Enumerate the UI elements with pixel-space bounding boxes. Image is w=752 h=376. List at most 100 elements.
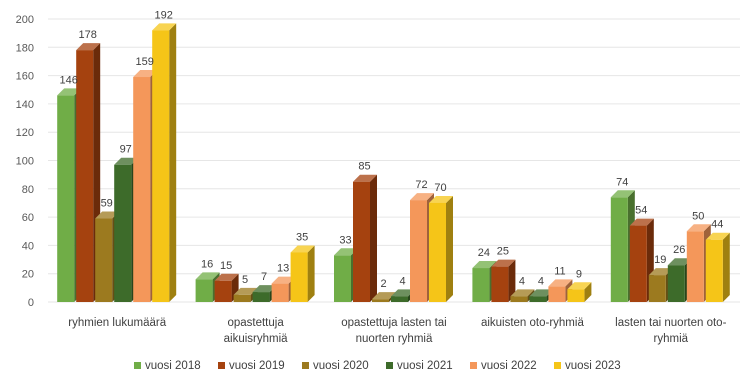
bar-top [648,268,673,276]
x-category-label: opastettuja lasten tai [341,317,447,329]
legend-label: vuosi 2019 [229,360,285,372]
data-label: 54 [635,205,647,217]
bar-front [290,252,308,302]
bar-top [629,218,654,226]
data-label: 178 [79,29,97,41]
bar [152,23,177,302]
data-label: 85 [358,161,370,173]
bar-front [629,225,647,302]
bar-front [95,218,113,302]
bar-front [510,296,528,302]
bar-front [372,299,389,302]
data-label: 7 [261,271,267,283]
y-tick-label: 160 [16,71,34,83]
data-label: 192 [155,9,173,21]
bar-top [114,157,139,165]
bar [214,273,239,302]
data-label: 19 [654,254,666,266]
x-axis-categories: ryhmien lukumäärä opastettuja aikuisryhmiä… [68,317,726,345]
data-label: 2 [380,278,386,290]
bar-top [372,292,396,300]
y-tick-label: 100 [16,156,34,168]
bar-front [567,289,585,302]
x-category-label: lasten tai nuorten oto- [615,317,726,329]
bar-front [529,296,547,302]
bar-front [648,275,666,302]
bar [705,232,730,302]
bar-top [686,224,711,232]
bar [491,259,516,302]
data-label: 9 [576,268,582,280]
bar [290,245,315,302]
bar-front [233,294,251,302]
bar-front [667,265,685,302]
legend-item: vuosi 2018 [134,360,201,372]
bar-front [429,202,446,302]
data-label: 159 [136,56,154,68]
legend-item: vuosi 2020 [302,360,369,372]
bar-top [548,279,573,287]
y-tick-label: 0 [28,297,34,309]
data-label: 97 [120,144,132,156]
data-label: 4 [538,275,544,287]
bar-front [195,279,213,302]
bar-top [95,211,120,219]
bar-top [429,195,453,203]
legend-swatch [554,362,561,369]
bar-front [252,292,270,302]
bar [353,174,377,302]
x-category-label: aikuisryhmiä [224,333,289,345]
x-category-label: ryhmien lukumäärä [68,317,166,329]
legend-item: vuosi 2023 [554,360,621,372]
bar-top [214,273,239,281]
y-tick-label: 140 [16,99,34,111]
bar-side [446,195,453,302]
bar-top [252,285,277,293]
bar [629,218,654,302]
data-label: 59 [101,198,113,210]
bar-front [472,268,490,302]
bar-front [76,50,94,302]
data-label: 24 [478,247,490,259]
x-category-label: ryhmiä [654,333,689,345]
data-label: 72 [415,179,427,191]
bar-side [307,245,315,302]
legend-item: vuosi 2021 [386,360,453,372]
data-label: 70 [434,182,446,194]
bar [429,195,453,302]
bar-side [584,282,592,302]
bar-top [472,261,497,269]
data-label: 50 [692,210,704,222]
bar-side [722,232,730,302]
bar-front [114,164,132,302]
bar-top [76,43,101,51]
data-label: 33 [339,234,351,246]
bar-top [567,282,592,290]
data-label: 5 [242,274,248,286]
bar-top [334,248,358,256]
bar-side [508,259,516,302]
legend-label: vuosi 2023 [565,360,621,372]
bar-top [705,232,730,240]
data-label: 16 [201,258,213,270]
bar-front [152,30,170,302]
data-label: 13 [277,263,289,275]
bars [57,23,730,302]
legend-swatch [386,362,393,369]
legend-label: vuosi 2022 [481,360,537,372]
bar-front [353,181,370,302]
bar-top [152,23,177,31]
bar-top [391,289,415,297]
data-label: 44 [711,219,723,231]
data-label: 26 [673,244,685,256]
bar-front [686,231,704,302]
bar-top [529,289,554,297]
y-tick-label: 40 [22,240,34,252]
bar-top [290,245,315,253]
y-axis: 0 20 40 60 80 100 120 140 160 180 200 [16,14,34,309]
bar-front [133,77,151,302]
bar-top [353,174,377,182]
data-label: 25 [497,246,509,258]
